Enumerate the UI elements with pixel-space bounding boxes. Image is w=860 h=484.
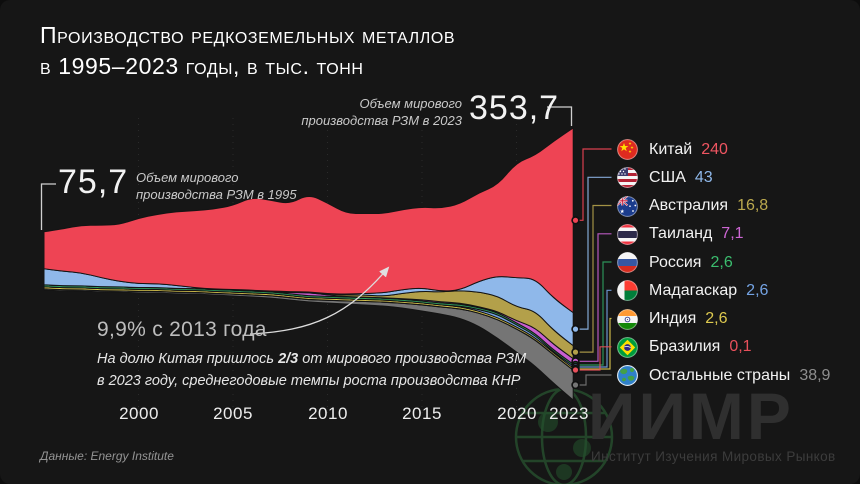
flag-madagascar-icon bbox=[617, 280, 638, 302]
legend-item-thailand: Таиланд 7,1 bbox=[617, 223, 744, 245]
edge-dot-others bbox=[571, 380, 580, 390]
start-total-label: Объем мирового производства РЗМ в 1995 bbox=[136, 170, 297, 202]
watermark-acronym: ИИМР bbox=[588, 379, 794, 453]
x-axis: 2000 2005 2010 2015 2020 2023 bbox=[0, 404, 860, 428]
legend-item-russia: Россия 2,6 bbox=[617, 252, 733, 274]
legend-country-label: Китай bbox=[649, 140, 693, 158]
axis-tick-label-2020: 2020 bbox=[497, 404, 537, 423]
legend-country-value: 240 bbox=[701, 140, 728, 158]
flag-china-icon bbox=[617, 139, 638, 160]
end-total-value: 353,7 bbox=[469, 89, 560, 127]
legend-country-label: США bbox=[649, 168, 686, 186]
axis-tick-label-2000: 2000 bbox=[119, 404, 159, 423]
legend-country-value: 2,6 bbox=[710, 253, 733, 271]
legend-country-label: Таиланд bbox=[649, 225, 713, 243]
flag-usa-icon bbox=[617, 167, 638, 189]
legend-country-value: 0,1 bbox=[729, 338, 752, 356]
watermark-full-name: Институт Изучения Мировых Рынков bbox=[591, 449, 836, 464]
title-line-1: Производство редкоземельных металлов bbox=[40, 22, 456, 48]
axis-tick-label-2023: 2023 bbox=[549, 404, 589, 423]
legend-country-value: 38,9 bbox=[799, 366, 831, 384]
legend-country-value: 2,6 bbox=[746, 281, 769, 299]
legend-country-label: Россия bbox=[649, 253, 702, 271]
flag-australia-icon bbox=[617, 195, 638, 217]
legend-item-others: Остальные страны 38,9 bbox=[617, 365, 830, 387]
axis-tick-label-2005: 2005 bbox=[213, 404, 253, 423]
legend-country-value: 16,8 bbox=[737, 197, 769, 214]
flag-brazil-icon bbox=[617, 336, 638, 358]
end-total-label: Объем мирового производства РЗМ в 2023 bbox=[301, 96, 462, 128]
axis-tick-label-2010: 2010 bbox=[308, 404, 348, 423]
legend-item-india: Индия 2,6 bbox=[617, 308, 728, 330]
legend-country-label: Индия bbox=[649, 310, 697, 327]
flag-russia-icon bbox=[617, 252, 638, 273]
legend-country-label: Остальные страны bbox=[649, 366, 791, 384]
legend-country-label: Мадагаскар bbox=[649, 281, 738, 299]
legend-country-label: Бразилия bbox=[649, 338, 721, 356]
flag-others-icon bbox=[617, 365, 638, 386]
legend-country-label: Австралия bbox=[649, 197, 729, 214]
legend-item-madagascar: Мадагаскар 2,6 bbox=[617, 280, 768, 302]
value-brackets bbox=[40, 106, 573, 230]
legend-item-usa: США 43 bbox=[617, 167, 713, 189]
legend-item-australia: Австралия 16,8 bbox=[617, 195, 768, 217]
legend-country-value: 7,1 bbox=[721, 225, 744, 243]
flag-india-icon bbox=[617, 308, 638, 330]
growth-note: На долю Китая пришлось 2/3 от мирового п… bbox=[97, 351, 527, 389]
legend-item-brazil: Бразилия 0,1 bbox=[617, 336, 752, 358]
legend-connector-lines bbox=[571, 148, 612, 390]
edge-dot-usa bbox=[571, 324, 580, 334]
source-note: Данные: Energy Institute bbox=[40, 449, 174, 463]
axis-tick-label-2015: 2015 bbox=[402, 404, 442, 423]
edge-dot-australia bbox=[571, 347, 580, 357]
legend-item-china: Китай 240 bbox=[617, 139, 728, 161]
page-title: Производство редкоземельных металлов в 1… bbox=[40, 20, 455, 82]
start-total-value: 75,7 bbox=[58, 163, 129, 201]
growth-headline: 9,9% с 2013 года bbox=[97, 318, 267, 341]
legend-country-value: 43 bbox=[694, 168, 713, 186]
growth-note-bold: 2/3 bbox=[278, 351, 299, 367]
growth-arrow bbox=[249, 266, 390, 335]
legend-country-value: 2,6 bbox=[705, 310, 728, 327]
flag-thailand-icon bbox=[617, 223, 638, 245]
area-china bbox=[43, 127, 574, 314]
edge-dot-brazil bbox=[571, 365, 580, 375]
edge-dot-china bbox=[571, 216, 580, 225]
title-line-2: в 1995–2023 годы, в тыс. тонн bbox=[40, 53, 364, 79]
